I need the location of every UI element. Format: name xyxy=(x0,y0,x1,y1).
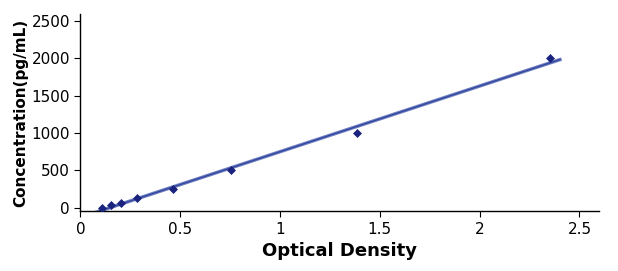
X-axis label: Optical Density: Optical Density xyxy=(263,242,417,260)
Y-axis label: Concentration(pg/mL): Concentration(pg/mL) xyxy=(14,18,28,207)
